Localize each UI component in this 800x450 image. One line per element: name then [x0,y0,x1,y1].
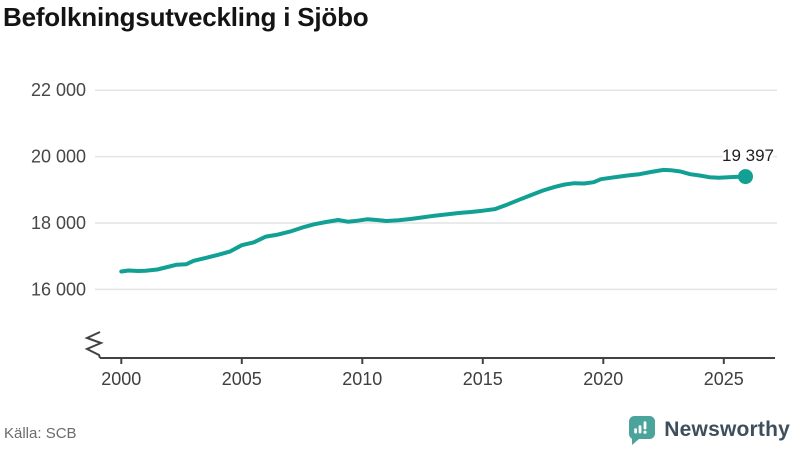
newsworthy-bubble-chart-icon [629,416,656,445]
newsworthy-logo-text: Newsworthy [664,418,790,441]
y-axis-tick-labels: 22 000 20 000 18 000 16 000 [31,80,86,299]
y-axis-tick-label: 20 000 [31,147,86,167]
source-label: Källa: SCB [4,425,77,442]
chart-title: Befolkningsutveckling i Sjöbo [3,2,369,32]
x-axis-tick-labels: 2000 2005 2010 2015 2020 2025 [101,369,744,389]
latest-value-label: 19 397 [722,146,774,165]
x-axis-tick-label: 2025 [704,369,744,389]
x-axis-tick-label: 2015 [463,369,503,389]
population-line [119,167,748,274]
y-axis-tick-label: 16 000 [31,279,86,299]
y-axis-tick-label: 18 000 [31,213,86,233]
axis-break-icon [84,331,104,359]
x-axis-ticks [120,358,725,364]
bar-chart-glyph [634,421,647,434]
x-axis-tick-label: 2005 [222,369,262,389]
x-axis-tick-label: 2000 [101,369,141,389]
latest-value-dot [738,169,753,185]
x-axis-tick-label: 2010 [342,369,382,389]
gridlines [95,89,777,291]
y-axis-tick-label: 22 000 [31,80,86,100]
x-axis-tick-label: 2020 [583,369,623,389]
x-axis: 2000 2005 2010 2015 2020 2025 [84,331,775,389]
newsworthy-logo[interactable]: Newsworthy [628,415,790,445]
